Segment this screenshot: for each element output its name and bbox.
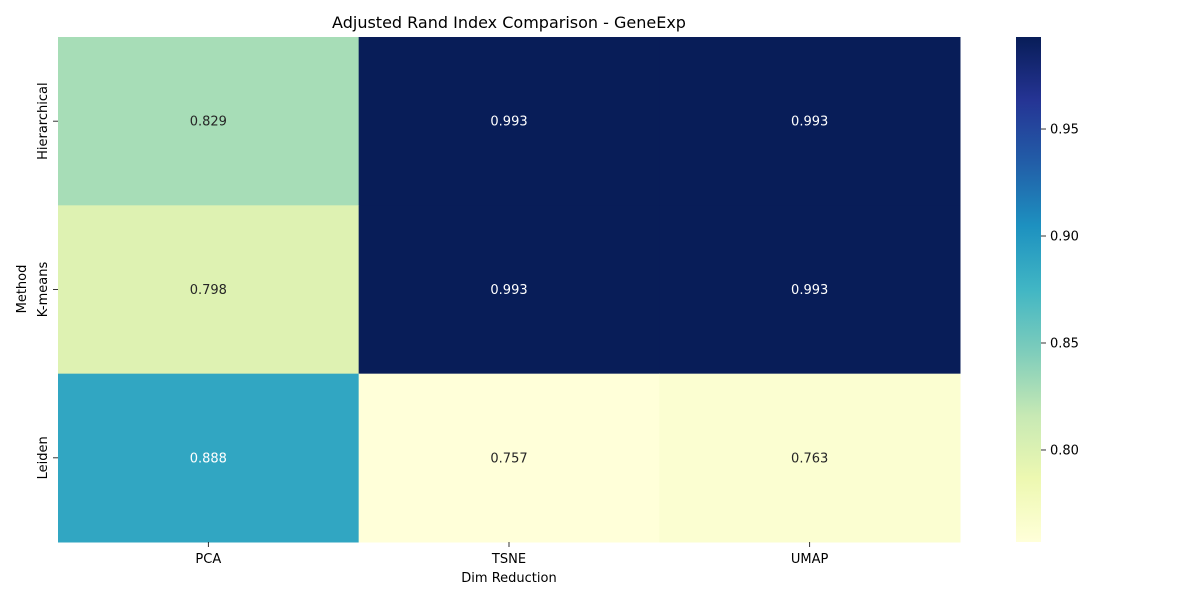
cell-value-label: 0.888 bbox=[190, 451, 227, 466]
heatmap-cell-labels: 0.829 0.993 0.993 0.798 0.993 0.993 0.888 0.757… bbox=[190, 115, 829, 467]
y-tick-label: Leiden bbox=[36, 436, 51, 479]
heatmap-cell bbox=[358, 373, 660, 543]
y-axis-label: Method bbox=[15, 265, 30, 314]
cell-value-label: 0.993 bbox=[490, 283, 527, 298]
heatmap-cell bbox=[58, 37, 360, 206]
colorbar-tick-label: 0.90 bbox=[1050, 230, 1079, 245]
cell-value-label: 0.798 bbox=[190, 283, 227, 298]
colorbar bbox=[1016, 37, 1041, 542]
x-axis: PCA TSNE UMAP bbox=[195, 542, 829, 567]
heatmap-cell bbox=[58, 205, 360, 375]
x-tick-label: UMAP bbox=[791, 552, 829, 567]
x-tick-label: PCA bbox=[195, 552, 221, 567]
y-tick-label: Hierarchical bbox=[36, 82, 51, 159]
heatmap-cell bbox=[58, 373, 360, 543]
cell-value-label: 0.763 bbox=[791, 451, 828, 466]
heatmap-cell bbox=[358, 37, 660, 206]
x-tick-label: TSNE bbox=[491, 552, 526, 567]
heatmap-cell bbox=[659, 373, 961, 543]
colorbar-gradient bbox=[1016, 37, 1041, 542]
colorbar-tick-label: 0.95 bbox=[1050, 123, 1079, 138]
heatmap-cells bbox=[58, 37, 961, 543]
heatmap-cell bbox=[659, 37, 961, 206]
y-axis: Hierarchical K-means Leiden bbox=[36, 82, 58, 479]
colorbar-ticks: 0.80 0.85 0.90 0.95 bbox=[1041, 123, 1079, 458]
heatmap-cell bbox=[358, 205, 660, 375]
chart-title: Adjusted Rand Index Comparison - GeneExp bbox=[332, 13, 686, 32]
cell-value-label: 0.993 bbox=[791, 283, 828, 298]
colorbar-tick-label: 0.85 bbox=[1050, 336, 1079, 351]
cell-value-label: 0.993 bbox=[791, 115, 828, 130]
heatmap-cell bbox=[659, 205, 961, 375]
cell-value-label: 0.993 bbox=[490, 115, 527, 130]
cell-value-label: 0.829 bbox=[190, 115, 227, 130]
colorbar-tick-label: 0.80 bbox=[1050, 443, 1079, 458]
cell-value-label: 0.757 bbox=[490, 451, 527, 466]
y-tick-label: K-means bbox=[36, 262, 51, 318]
x-axis-label: Dim Reduction bbox=[461, 571, 556, 586]
